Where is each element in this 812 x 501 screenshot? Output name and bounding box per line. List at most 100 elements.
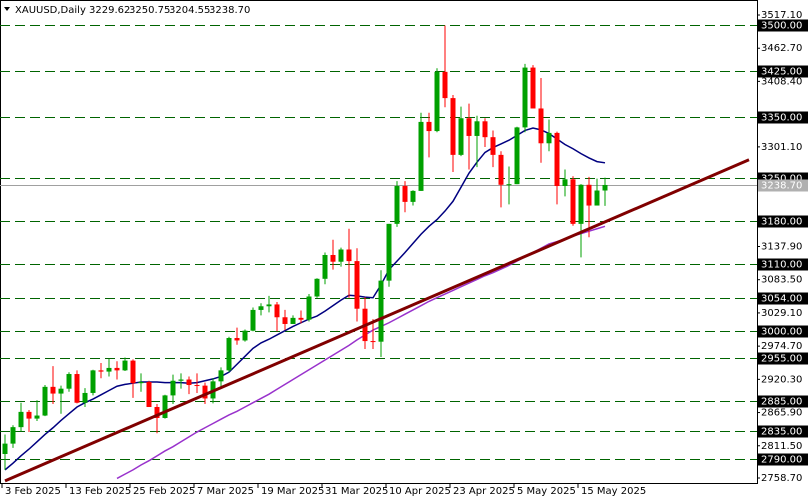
y-tick-label: 2974.70 (761, 341, 802, 352)
y-tick-label: 3408.40 (761, 76, 802, 87)
candle-body (378, 280, 384, 342)
candle-body (42, 386, 48, 416)
candle-body (202, 385, 208, 399)
candle-body (26, 411, 32, 419)
candle-body (90, 370, 96, 393)
level-label-box (758, 352, 808, 365)
candle-body (314, 278, 320, 297)
candle-body (330, 254, 336, 262)
candle-body (322, 254, 328, 279)
level-label-box (758, 395, 808, 408)
candle-body (58, 388, 64, 394)
candle-body (242, 330, 248, 341)
candle-body (114, 367, 120, 371)
level-label: 3250.00 (761, 174, 802, 185)
current-price-box (758, 179, 808, 192)
level-label: 2835.00 (761, 427, 802, 438)
candle-body (474, 121, 480, 136)
candle-body (178, 379, 184, 381)
y-tick-label: 3462.70 (761, 43, 802, 54)
candle-body (138, 381, 144, 384)
candle-body (386, 223, 392, 281)
candle-body (82, 392, 88, 403)
level-label-box (758, 453, 808, 466)
candle-body (18, 411, 24, 428)
candle-body (530, 67, 536, 109)
candle-body (170, 380, 176, 396)
level-label: 3350.00 (761, 113, 802, 124)
x-tick-label: 25 Feb 2025 (133, 486, 195, 497)
level-label-box (758, 19, 808, 32)
level-label: 2790.00 (761, 455, 802, 466)
level-label: 3110.00 (761, 260, 802, 271)
candle-body (146, 381, 152, 407)
x-tick-label: 15 May 2025 (581, 486, 646, 497)
level-label-box (758, 425, 808, 438)
level-label: 2955.00 (761, 354, 802, 365)
candle-body (490, 137, 496, 155)
level-label: 2885.00 (761, 397, 802, 408)
candle-body (106, 367, 112, 372)
x-tick-label: 7 Mar 2025 (197, 486, 254, 497)
candle-body (154, 406, 160, 418)
level-label-box (758, 292, 808, 305)
candle-body (34, 415, 40, 419)
x-tick-label: 3 Feb 2025 (5, 486, 61, 497)
x-tick-label: 10 Apr 2025 (389, 486, 451, 497)
y-tick-label: 3137.90 (761, 242, 802, 253)
current-price-label: 3238.70 (761, 181, 802, 192)
candle-body (370, 341, 376, 343)
candle-body (98, 370, 104, 372)
candle-body (578, 184, 584, 224)
candle-body (354, 261, 360, 309)
y-tick-label: 3029.10 (761, 308, 802, 319)
candle-body (74, 374, 80, 403)
candle-body (250, 309, 256, 331)
candle-body (514, 127, 520, 185)
menu-icon[interactable] (4, 7, 10, 11)
x-tick-label: 31 Mar 2025 (325, 486, 388, 497)
candle-body (298, 317, 304, 320)
candle-body (418, 121, 424, 191)
header-low: 3204.55 (169, 5, 210, 16)
header-high: 3250.75 (129, 5, 170, 16)
candle-body (306, 296, 312, 320)
candle-body (226, 338, 232, 371)
level-label-box (758, 325, 808, 338)
level-label: 3500.00 (761, 21, 802, 32)
candle-body (434, 71, 440, 132)
candle-body (338, 249, 344, 262)
y-tick-label: 2865.90 (761, 408, 802, 419)
candle-body (122, 360, 128, 371)
candle-body (426, 121, 432, 132)
candle-body (546, 132, 552, 144)
level-label-box (758, 258, 808, 271)
header-open: 3229.62 (89, 5, 130, 16)
candle-body (466, 118, 472, 136)
candle-body (50, 386, 56, 394)
y-tick-label: 2811.50 (761, 441, 802, 452)
x-tick-label: 13 Feb 2025 (69, 486, 131, 497)
candle-body (442, 71, 448, 99)
level-label-box (758, 111, 808, 124)
candle-body (274, 304, 280, 318)
candle-body (562, 179, 568, 187)
candle-body (498, 154, 504, 185)
candle-body (290, 317, 296, 324)
candle-body (282, 317, 288, 324)
candle-body (130, 360, 136, 384)
candle-body (194, 385, 200, 387)
candle-body (402, 186, 408, 202)
candle-body (258, 306, 264, 310)
candle-body (506, 184, 512, 186)
candle-body (482, 121, 488, 138)
candle-body (10, 427, 16, 444)
candle-body (570, 179, 576, 224)
trendline (4, 158, 750, 483)
candle-body (522, 67, 528, 128)
level-label-box (758, 65, 808, 78)
moving-average (4, 127, 606, 471)
y-tick-label: 3083.50 (761, 275, 802, 286)
candle-body (394, 186, 400, 224)
